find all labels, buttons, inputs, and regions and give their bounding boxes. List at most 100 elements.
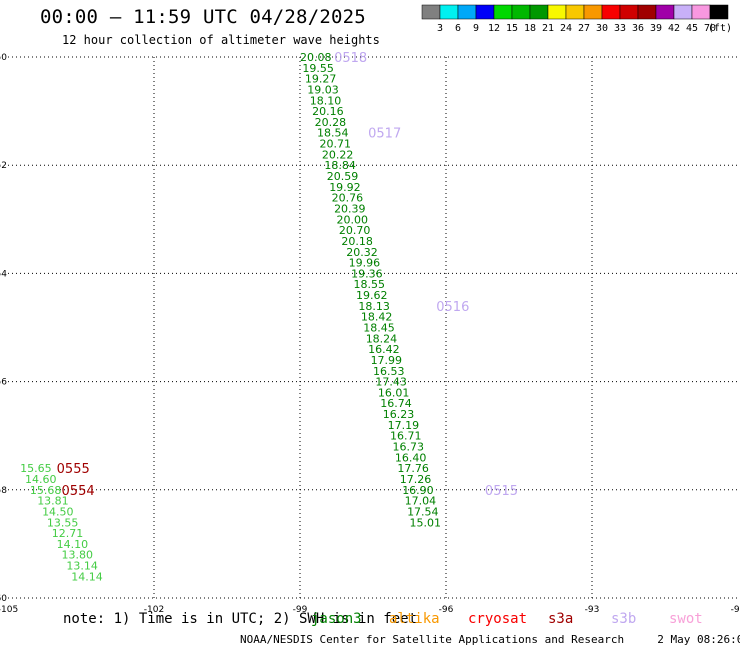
swh-value-jason3: 19.92	[329, 181, 361, 194]
x-tick-label: -93	[585, 605, 600, 615]
mission-jason3: jason3	[311, 611, 362, 627]
swh-value-jason3: 20.16	[312, 105, 344, 118]
y-tick-label: -52	[0, 161, 7, 171]
chart-title: 00:00 – 11:59 UTC 04/28/2025	[40, 6, 366, 28]
legend-swatch	[547, 4, 567, 20]
mission-swot: swot	[669, 611, 703, 627]
x-tick-label: -105	[0, 605, 18, 615]
swh-value-s3a: 14.60	[25, 473, 57, 486]
swh-value-jason3: 20.28	[315, 116, 347, 129]
swh-value-jason3: 19.03	[307, 83, 339, 96]
swh-value-jason3: 18.24	[366, 332, 398, 345]
pass-label: 0515	[485, 484, 518, 499]
pass-label: 0518	[334, 51, 367, 66]
swh-value-jason3: 15.01	[410, 516, 442, 529]
pass-label: 0554	[62, 484, 95, 499]
swh-value-jason3: 16.40	[395, 451, 427, 464]
data-points: 20.0819.5519.2719.0318.1020.1620.2818.54…	[20, 51, 441, 583]
y-tick-label: -56	[0, 378, 7, 388]
swh-value-jason3: 20.59	[327, 170, 359, 183]
mission-cryosat: cryosat	[468, 611, 528, 627]
x-tick-label: -99	[293, 605, 308, 615]
legend-label: 21	[542, 23, 554, 34]
legend-label: 45	[686, 23, 698, 34]
swh-value-jason3: 16.01	[378, 386, 410, 399]
swh-value-jason3: 17.04	[405, 495, 437, 508]
legend-swatch	[493, 4, 513, 20]
mission-s3b: s3b	[611, 611, 637, 627]
swh-value-jason3: 20.08	[300, 51, 332, 64]
legend-label: 70	[704, 23, 716, 34]
swh-value-s3a: 15.65	[20, 462, 51, 475]
y-tick-label: -60	[0, 594, 7, 604]
legend-swatch	[709, 4, 729, 20]
swh-value-s3a: 14.50	[42, 505, 74, 518]
y-tick-label: -58	[0, 486, 7, 496]
legend-label: 36	[632, 23, 644, 34]
legend-label: 39	[650, 23, 662, 34]
swh-value-jason3: 17.26	[400, 473, 432, 486]
axis-ticks: -105 -102 -99 -96 -93 -90 -50 -52 -54 -56 -58 -60	[0, 53, 740, 615]
y-tick-label: -50	[0, 53, 7, 63]
swh-value-jason3: 19.62	[356, 289, 388, 302]
legend-label: 9	[473, 23, 479, 34]
swh-value-jason3: 17.76	[397, 462, 429, 475]
legend-unit: (ft)	[708, 23, 732, 34]
plot-grid	[8, 56, 738, 599]
swh-value-jason3: 16.73	[392, 441, 424, 454]
legend-swatch	[511, 4, 531, 20]
legend-swatch	[673, 4, 693, 20]
swh-value-jason3: 19.36	[351, 267, 383, 280]
legend-swatch	[601, 4, 621, 20]
spacer	[631, 633, 651, 646]
swh-value-jason3: 16.74	[380, 397, 412, 410]
pass-label: 0555	[57, 462, 90, 477]
legend-label: 18	[524, 23, 536, 34]
footer-note: note: 1) Time is in UTC; 2) SWH is in fe…	[63, 611, 418, 627]
legend-swatch	[439, 4, 459, 20]
legend-swatch	[421, 4, 441, 20]
legend-label: 24	[560, 23, 572, 34]
swh-value-s3a: 15.68	[30, 484, 62, 497]
x-tick-label: -90	[731, 605, 740, 615]
swh-value-jason3: 18.54	[317, 127, 349, 140]
swh-value-s3a: 13.55	[47, 516, 79, 529]
swh-value-jason3: 18.42	[361, 311, 393, 324]
legend-label: 6	[455, 23, 461, 34]
swh-value-jason3: 18.45	[363, 322, 395, 335]
swh-value-jason3: 18.10	[310, 94, 342, 107]
swh-value-jason3: 19.96	[349, 257, 381, 270]
swh-value-jason3: 17.99	[371, 354, 403, 367]
swh-value-jason3: 18.55	[354, 278, 386, 291]
credits: NOAA/NESDIS Center for Satellite Applica…	[240, 633, 740, 646]
swh-value-jason3: 18.84	[324, 159, 356, 172]
swh-value-jason3: 18.13	[358, 300, 390, 313]
swh-value-jason3: 20.70	[339, 224, 371, 237]
credits-org: NOAA/NESDIS Center for Satellite Applica…	[240, 633, 625, 646]
pass-label: 0516	[436, 300, 469, 315]
legend-label: 33	[614, 23, 626, 34]
pass-label: 0517	[368, 127, 401, 142]
swh-value-s3a: 13.80	[62, 549, 94, 562]
legend-label: 15	[506, 23, 518, 34]
legend-swatch	[691, 4, 711, 20]
swh-value-jason3: 17.43	[375, 376, 407, 389]
swh-value-jason3: 16.23	[383, 408, 415, 421]
legend-swatch	[565, 4, 585, 20]
legend-swatch	[583, 4, 603, 20]
color-legend: 3 6 9 12 15 18 21 24 27 30 33 36 39 42 45 70(ft)	[421, 4, 732, 34]
mission-altika: altika	[389, 611, 440, 627]
swh-value-jason3: 20.22	[322, 148, 354, 161]
legend-label: 3	[437, 23, 443, 34]
swh-value-jason3: 20.18	[341, 235, 373, 248]
legend-swatch	[475, 4, 495, 20]
legend-swatch	[457, 4, 477, 20]
legend-label: 30	[596, 23, 608, 34]
legend-swatch	[529, 4, 549, 20]
swh-value-s3a: 13.14	[66, 560, 98, 573]
legend-swatch	[619, 4, 639, 20]
mission-s3a: s3a	[548, 611, 574, 627]
legend-label: 27	[578, 23, 590, 34]
x-tick-label: -96	[439, 605, 454, 615]
